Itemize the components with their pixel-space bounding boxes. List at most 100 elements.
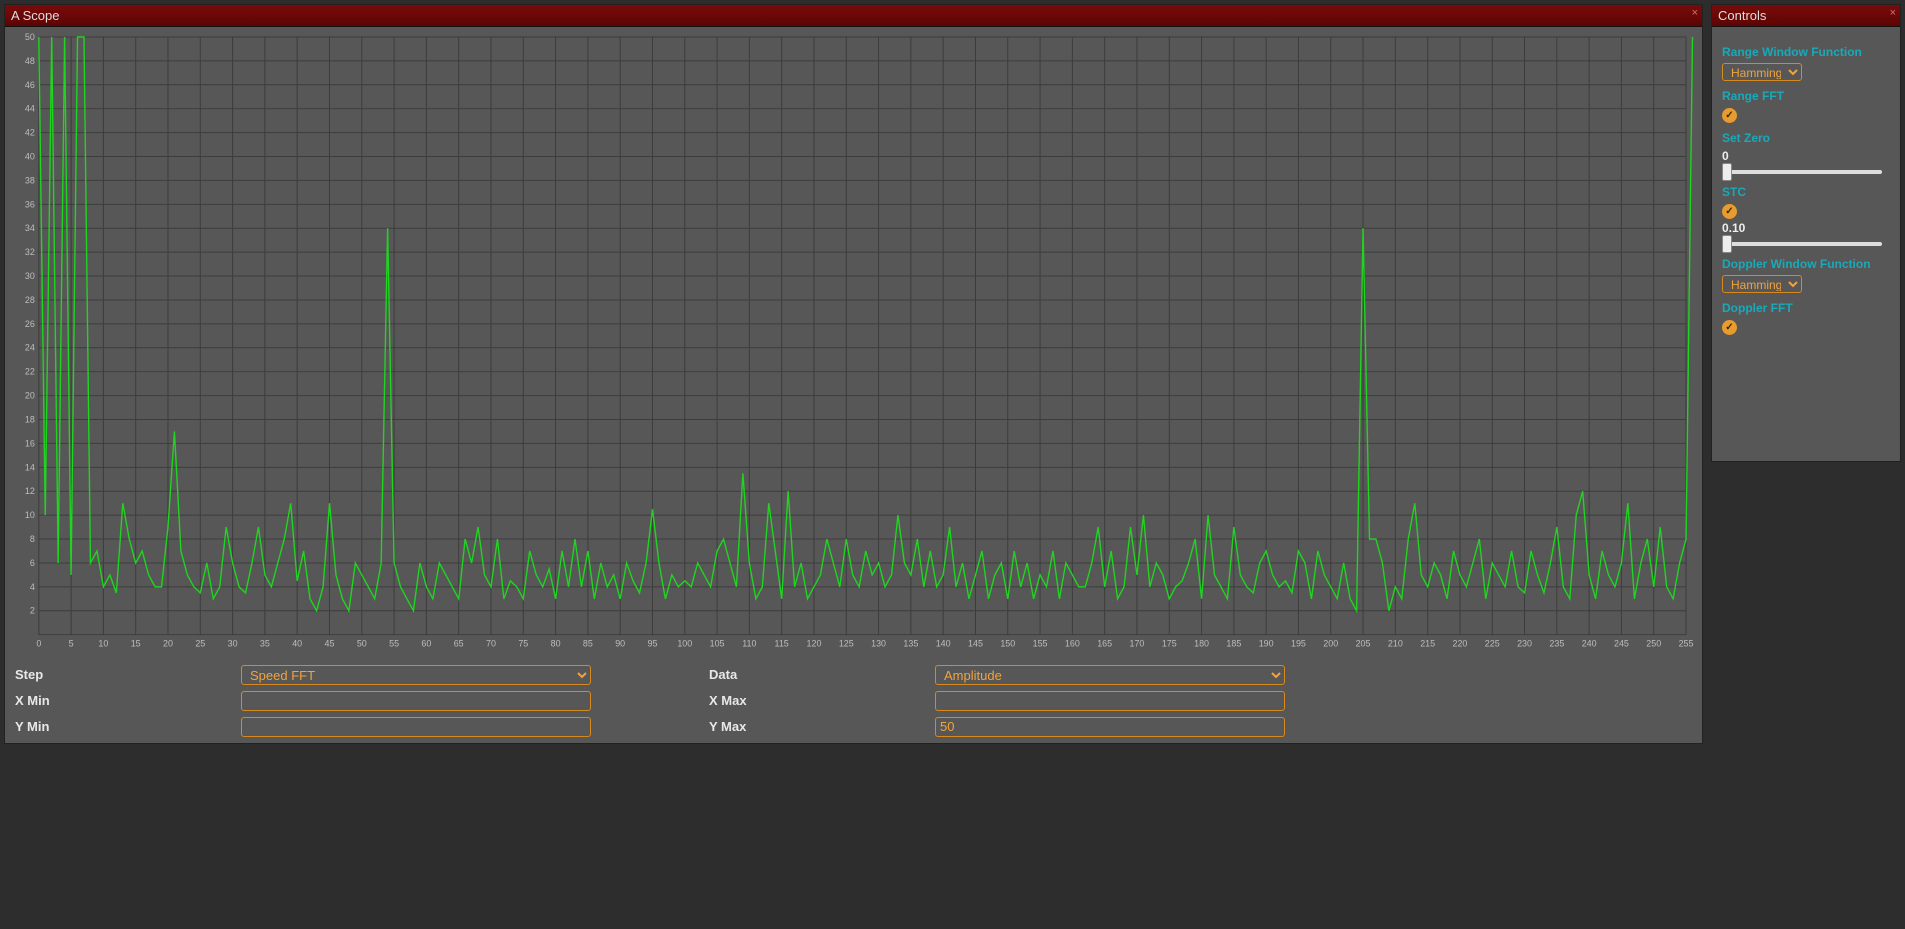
svg-text:190: 190 — [1259, 639, 1274, 649]
svg-text:5: 5 — [69, 639, 74, 649]
svg-text:250: 250 — [1646, 639, 1661, 649]
svg-text:70: 70 — [486, 639, 496, 649]
svg-text:12: 12 — [25, 486, 35, 496]
ymin-input[interactable] — [241, 717, 591, 737]
svg-text:16: 16 — [25, 438, 35, 448]
svg-text:225: 225 — [1485, 639, 1500, 649]
svg-text:36: 36 — [25, 199, 35, 209]
svg-text:160: 160 — [1065, 639, 1080, 649]
svg-text:38: 38 — [25, 175, 35, 185]
range-fft-check-icon[interactable]: ✓ — [1722, 108, 1737, 123]
svg-text:45: 45 — [325, 639, 335, 649]
a-scope-title: A Scope — [11, 8, 59, 23]
svg-text:75: 75 — [518, 639, 528, 649]
doppler-fft-check-icon[interactable]: ✓ — [1722, 320, 1737, 335]
svg-text:240: 240 — [1582, 639, 1597, 649]
doppler-fft-label: Doppler FFT — [1722, 301, 1890, 315]
svg-text:105: 105 — [710, 639, 725, 649]
controls-title: Controls — [1718, 8, 1766, 23]
svg-text:85: 85 — [583, 639, 593, 649]
svg-text:8: 8 — [30, 534, 35, 544]
svg-text:235: 235 — [1549, 639, 1564, 649]
stc-slider[interactable] — [1722, 242, 1882, 246]
svg-text:90: 90 — [615, 639, 625, 649]
svg-text:155: 155 — [1033, 639, 1048, 649]
a-scope-panel: A Scope × 051015202530354045505560657075… — [4, 4, 1703, 744]
svg-text:205: 205 — [1356, 639, 1371, 649]
ymax-input[interactable] — [935, 717, 1285, 737]
svg-text:185: 185 — [1226, 639, 1241, 649]
ymax-label: Y Max — [707, 719, 927, 734]
svg-text:165: 165 — [1097, 639, 1112, 649]
step-label: Step — [13, 667, 233, 682]
svg-text:125: 125 — [839, 639, 854, 649]
svg-text:22: 22 — [25, 367, 35, 377]
svg-text:24: 24 — [25, 343, 35, 353]
svg-text:210: 210 — [1388, 639, 1403, 649]
svg-text:10: 10 — [98, 639, 108, 649]
svg-text:50: 50 — [357, 639, 367, 649]
scope-chart: 0510152025303540455055606570758085909510… — [9, 31, 1694, 655]
svg-text:195: 195 — [1291, 639, 1306, 649]
close-icon[interactable]: × — [1890, 7, 1896, 19]
range-window-select[interactable]: Hamming — [1722, 63, 1802, 81]
svg-text:40: 40 — [25, 151, 35, 161]
a-scope-title-bar[interactable]: A Scope × — [5, 5, 1702, 27]
data-label: Data — [707, 667, 927, 682]
svg-text:100: 100 — [677, 639, 692, 649]
controls-title-bar[interactable]: Controls × — [1712, 5, 1900, 27]
svg-text:220: 220 — [1453, 639, 1468, 649]
svg-text:60: 60 — [421, 639, 431, 649]
data-select[interactable]: Amplitude — [935, 665, 1285, 685]
svg-text:44: 44 — [25, 104, 35, 114]
svg-text:25: 25 — [195, 639, 205, 649]
doppler-window-label: Doppler Window Function — [1722, 257, 1890, 271]
xmax-input[interactable] — [935, 691, 1285, 711]
svg-text:140: 140 — [936, 639, 951, 649]
xmin-input[interactable] — [241, 691, 591, 711]
svg-text:145: 145 — [968, 639, 983, 649]
svg-text:48: 48 — [25, 56, 35, 66]
svg-text:95: 95 — [648, 639, 658, 649]
range-window-label: Range Window Function — [1722, 45, 1890, 59]
svg-text:175: 175 — [1162, 639, 1177, 649]
svg-text:10: 10 — [25, 510, 35, 520]
set-zero-label: Set Zero — [1722, 131, 1890, 145]
svg-text:18: 18 — [25, 414, 35, 424]
controls-body: Range Window Function Hamming Range FFT … — [1712, 27, 1900, 345]
doppler-window-select[interactable]: Hamming — [1722, 275, 1802, 293]
controls-panel: Controls × Range Window Function Hamming… — [1711, 4, 1901, 462]
svg-text:245: 245 — [1614, 639, 1629, 649]
svg-text:46: 46 — [25, 80, 35, 90]
close-icon[interactable]: × — [1692, 7, 1698, 19]
svg-text:30: 30 — [25, 271, 35, 281]
range-fft-label: Range FFT — [1722, 89, 1890, 103]
scope-form: Step Speed FFT Data Amplitude X Min X Ma… — [5, 659, 1702, 747]
svg-text:200: 200 — [1323, 639, 1338, 649]
svg-text:55: 55 — [389, 639, 399, 649]
svg-text:50: 50 — [25, 32, 35, 42]
svg-text:0: 0 — [36, 639, 41, 649]
svg-text:170: 170 — [1130, 639, 1145, 649]
svg-text:35: 35 — [260, 639, 270, 649]
svg-text:20: 20 — [25, 391, 35, 401]
svg-text:6: 6 — [30, 558, 35, 568]
set-zero-value: 0 — [1722, 149, 1890, 163]
step-select[interactable]: Speed FFT — [241, 665, 591, 685]
svg-text:15: 15 — [131, 639, 141, 649]
xmax-label: X Max — [707, 693, 927, 708]
svg-text:28: 28 — [25, 295, 35, 305]
set-zero-slider[interactable] — [1722, 170, 1882, 174]
svg-text:180: 180 — [1194, 639, 1209, 649]
xmin-label: X Min — [13, 693, 233, 708]
svg-text:110: 110 — [742, 639, 756, 649]
svg-text:150: 150 — [1000, 639, 1015, 649]
stc-check-icon[interactable]: ✓ — [1722, 204, 1737, 219]
svg-text:40: 40 — [292, 639, 302, 649]
svg-text:2: 2 — [30, 606, 35, 616]
svg-text:120: 120 — [807, 639, 822, 649]
svg-text:215: 215 — [1420, 639, 1435, 649]
ymin-label: Y Min — [13, 719, 233, 734]
svg-text:26: 26 — [25, 319, 35, 329]
svg-text:255: 255 — [1679, 639, 1694, 649]
